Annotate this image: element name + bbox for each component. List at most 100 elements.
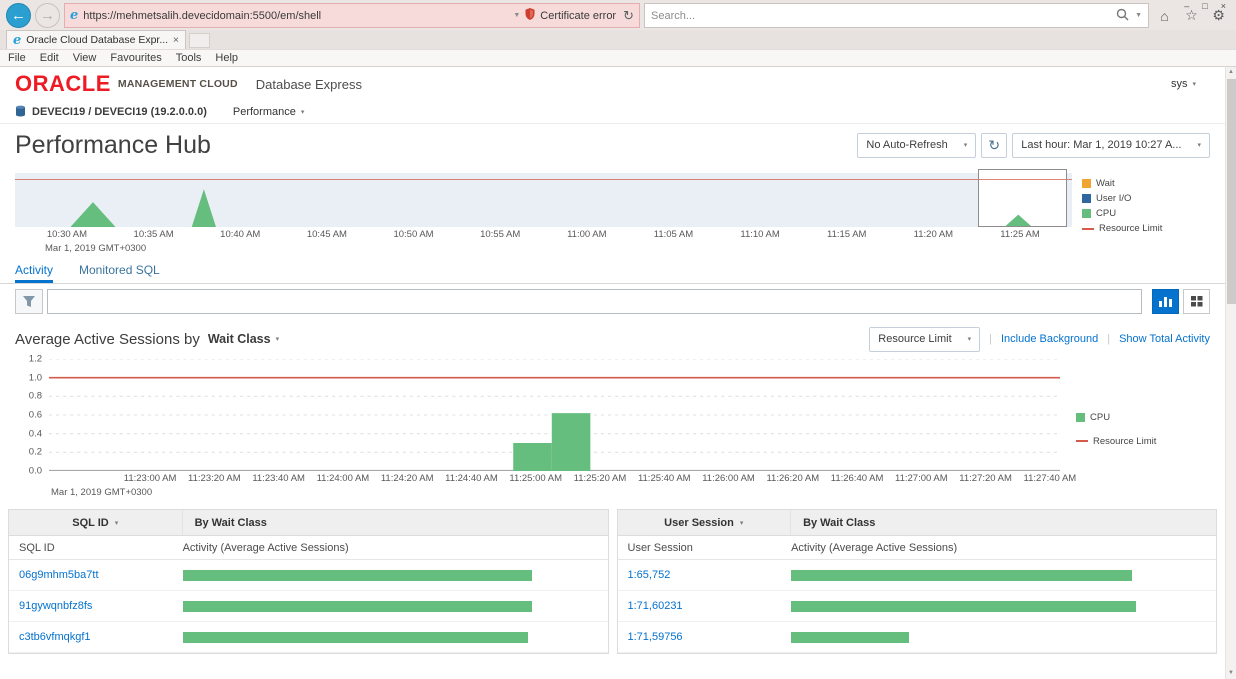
search-box[interactable]: Search... ▼: [644, 3, 1149, 28]
axis-tick-label: 11:23:00 AM: [123, 473, 177, 484]
resource-limit-select[interactable]: Resource Limit ▾: [869, 326, 981, 352]
row-link[interactable]: c3tb6vfmqkgf1: [19, 631, 91, 643]
new-tab-button[interactable]: [189, 33, 210, 48]
menu-file[interactable]: File: [8, 52, 26, 64]
database-target[interactable]: DEVECI19 / DEVECI19 (19.2.0.0.0): [32, 106, 207, 118]
search-dropdown-icon[interactable]: ▼: [1135, 12, 1142, 19]
filter-input[interactable]: [47, 289, 1142, 314]
timeline-plot[interactable]: [15, 169, 1072, 227]
auto-refresh-select[interactable]: No Auto-Refresh ▾: [857, 132, 977, 158]
table-row: 1:71,60231: [617, 591, 1216, 622]
axis-tick-label: 10:30 AM: [46, 229, 88, 240]
timeline-section: 10:30 AM 10:35 AM 10:40 AM 10:45 AM 10:50 AM…: [0, 166, 1225, 257]
scrollbar-thumb[interactable]: [1226, 79, 1236, 304]
row-link[interactable]: 1:65,752: [627, 569, 671, 581]
tab-monitored-sql[interactable]: Monitored SQL: [79, 263, 160, 277]
tab-favicon-icon: e: [13, 32, 22, 48]
favorites-star-icon[interactable]: ☆: [1185, 7, 1198, 23]
chevron-down-icon: ▾: [967, 336, 972, 343]
axis-tick-label: 0.8: [28, 390, 42, 402]
settings-gear-icon[interactable]: ⚙: [1212, 7, 1225, 23]
menu-edit[interactable]: Edit: [39, 52, 59, 64]
by-wait-class-label: By Wait Class: [803, 516, 876, 529]
separator: |: [989, 333, 992, 345]
minimize-button[interactable]: –: [1184, 1, 1190, 11]
sql-panel-rows: 06g9mhm5ba7tt 91gywqnbfz8fs c3tb6vfmqkgf1: [9, 560, 608, 653]
aas-title: Average Active Sessions by: [15, 330, 200, 348]
menu-view[interactable]: View: [72, 52, 97, 64]
breakdown-panels: SQL ID ▾ By Wait Class SQL ID Activity (…: [8, 509, 1217, 654]
close-button[interactable]: ×: [1220, 1, 1226, 11]
address-dropdown-icon[interactable]: ▼: [513, 12, 521, 19]
axis-tick-label: 11:26:40 AM: [830, 473, 884, 484]
product-name: Database Express: [255, 76, 362, 92]
tab-title: Oracle Cloud Database Expr...: [26, 34, 168, 46]
performance-menu[interactable]: Performance ▾: [233, 106, 305, 118]
menu-tools[interactable]: Tools: [175, 52, 202, 64]
back-button[interactable]: ←: [6, 3, 31, 28]
axis-tick-label: 0.4: [28, 428, 42, 440]
refresh-page-icon[interactable]: ↻: [623, 7, 634, 23]
wait-class-dropdown[interactable]: Wait Class ▾: [208, 332, 279, 346]
legend-swatch: [1082, 194, 1091, 203]
tab-close-icon[interactable]: ×: [172, 34, 179, 46]
show-total-activity-link[interactable]: Show Total Activity: [1119, 333, 1210, 345]
row-link[interactable]: 06g9mhm5ba7tt: [19, 569, 99, 581]
legend-label: CPU: [1090, 411, 1111, 423]
axis-tick-label: 11:25:20 AM: [573, 473, 627, 484]
axis-tick-label: 11:27:40 AM: [1023, 473, 1077, 484]
session-panel-rows: 1:65,752 1:71,60231 1:71,59756: [617, 560, 1216, 653]
axis-tick-label: 11:26:20 AM: [766, 473, 820, 484]
axis-tick-label: 11:27:00 AM: [895, 473, 948, 484]
search-icon[interactable]: [1116, 8, 1129, 24]
axis-tick-label: 11:23:20 AM: [188, 473, 241, 484]
browser-tab[interactable]: e Oracle Cloud Database Expr... ×: [6, 30, 186, 49]
chart-view-button[interactable]: [1152, 289, 1179, 314]
sql-panel-columns: SQL ID Activity (Average Active Sessions…: [9, 536, 608, 560]
tab-activity[interactable]: Activity: [15, 263, 54, 283]
time-range-select[interactable]: Last hour: Mar 1, 2019 10:27 A... ▾: [1012, 132, 1210, 158]
user-session-dropdown[interactable]: User Session ▾: [618, 510, 792, 535]
user-menu[interactable]: sys ▾: [1171, 78, 1196, 90]
sql-id-dropdown[interactable]: SQL ID ▾: [9, 510, 183, 535]
row-id-cell: 1:65,752: [618, 569, 792, 581]
axis-tick-label: 11:15 AM: [827, 229, 867, 240]
address-bar[interactable]: e https://mehmetsalih.devecidomain:5500/…: [64, 3, 640, 28]
user-session-dropdown-label: User Session: [664, 516, 734, 529]
row-activity-cell: [791, 569, 1216, 581]
certificate-error-label[interactable]: Certificate error: [540, 9, 617, 22]
by-wait-class-label: By Wait Class: [194, 516, 267, 529]
vertical-scrollbar[interactable]: ▲ ▼: [1225, 67, 1236, 679]
search-placeholder: Search...: [651, 9, 696, 22]
row-link[interactable]: 1:71,59756: [627, 631, 683, 643]
axis-tick-label: 11:24:20 AM: [380, 473, 434, 484]
oracle-logo: ORACLE: [15, 71, 111, 96]
menu-favourites[interactable]: Favourites: [110, 52, 162, 64]
dimension-value: Wait Class: [207, 332, 271, 346]
menu-help[interactable]: Help: [215, 52, 239, 64]
table-view-button[interactable]: [1183, 289, 1210, 314]
row-activity-cell: [182, 600, 608, 612]
axis-tick-label: 11:10 AM: [740, 229, 780, 240]
certificate-error-shield-icon[interactable]: [525, 8, 535, 23]
home-icon[interactable]: ⌂: [1160, 7, 1169, 24]
scroll-up-icon[interactable]: ▲: [1228, 69, 1234, 75]
time-selection-window[interactable]: [978, 169, 1067, 227]
page-title-row: Performance Hub No Auto-Refresh ▾ ↻ Last…: [0, 124, 1225, 166]
row-link[interactable]: 91gywqnbfz8fs: [19, 600, 93, 612]
scroll-down-icon[interactable]: ▼: [1228, 670, 1234, 676]
aas-chart-plot[interactable]: [49, 359, 1060, 471]
axis-tick-label: 10:35 AM: [133, 229, 174, 240]
row-id-cell: 1:71,60231: [618, 600, 792, 612]
filter-funnel-button[interactable]: [15, 289, 43, 314]
refresh-button[interactable]: ↻: [981, 132, 1008, 158]
maximize-button[interactable]: □: [1202, 1, 1208, 11]
row-link[interactable]: 1:71,60231: [627, 600, 683, 612]
auto-refresh-value: No Auto-Refresh: [866, 139, 948, 151]
hub-controls: No Auto-Refresh ▾ ↻ Last hour: Mar 1, 20…: [857, 132, 1210, 158]
sql-id-dropdown-label: SQL ID: [72, 516, 109, 529]
url-text: https://mehmetsalih.devecidomain:5500/em…: [83, 9, 322, 22]
include-background-link[interactable]: Include Background: [1001, 333, 1099, 345]
forward-button[interactable]: →: [35, 3, 60, 28]
aas-date-label: Mar 1, 2019 GMT+0300: [51, 487, 153, 498]
